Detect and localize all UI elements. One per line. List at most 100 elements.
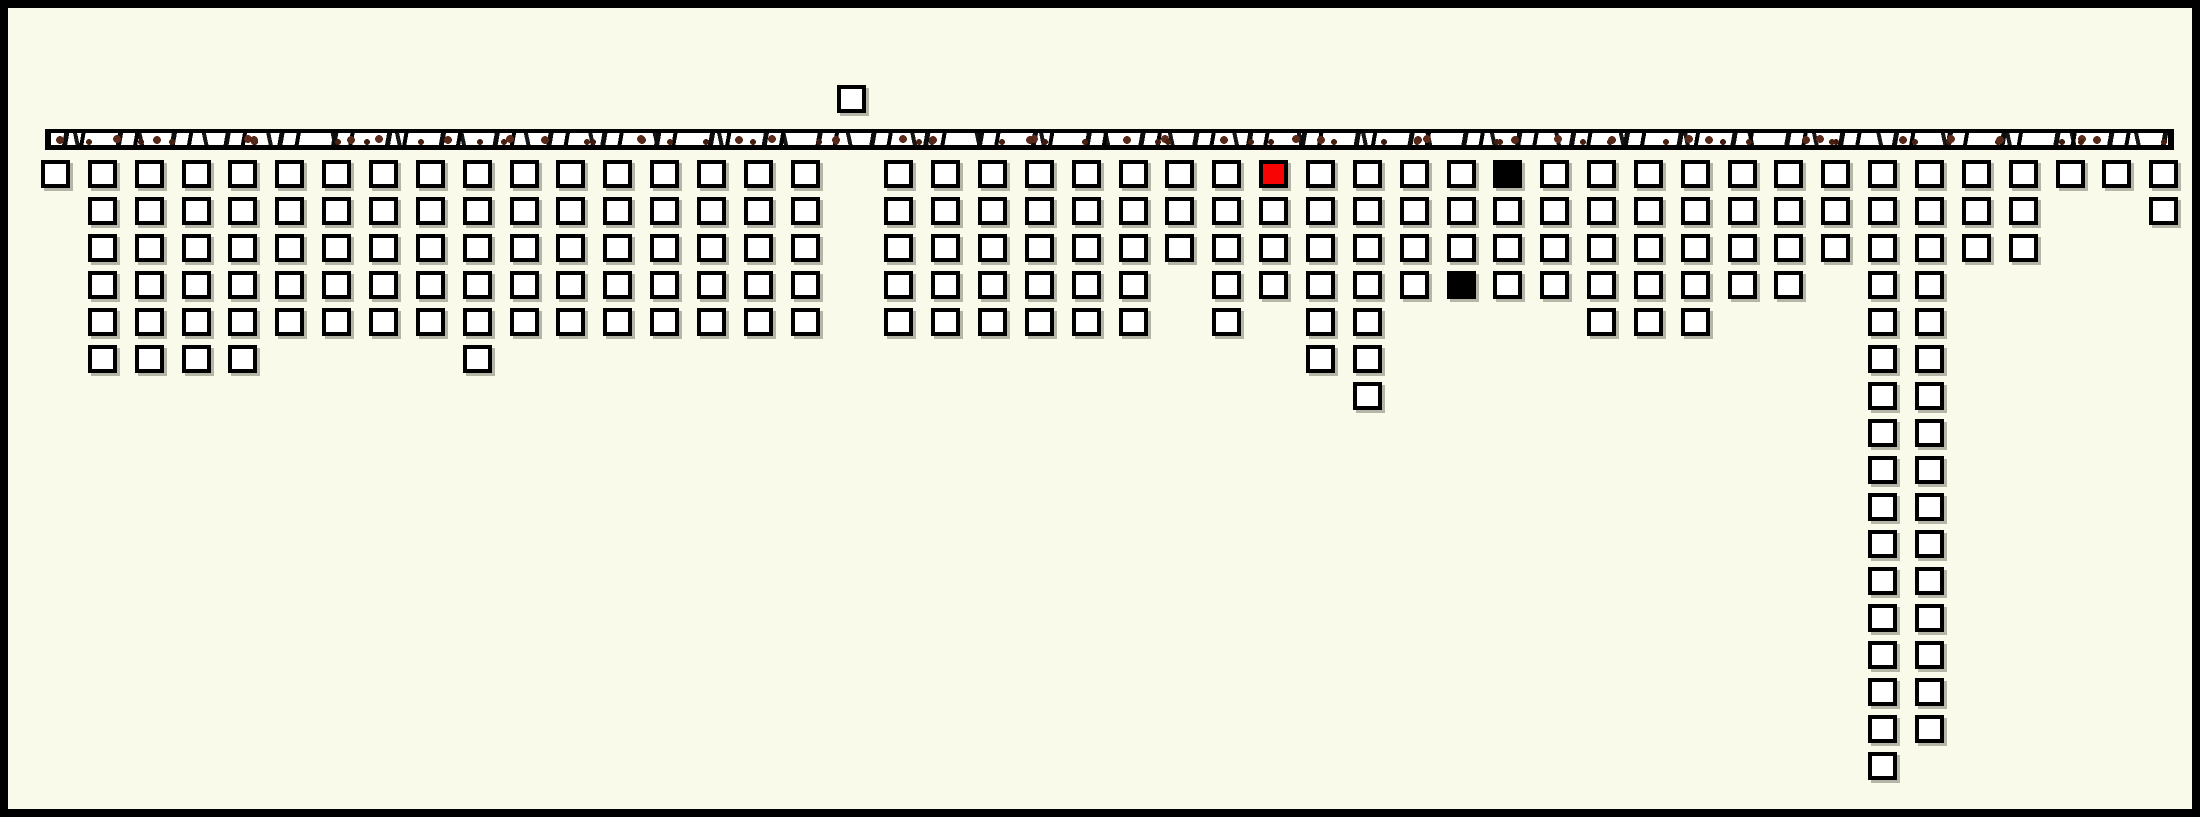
unit-square	[1633, 160, 1663, 188]
unit-square	[1727, 160, 1757, 188]
unit-square	[556, 308, 586, 336]
unit-square	[931, 197, 961, 225]
unit-square	[509, 197, 539, 225]
unit-square	[931, 160, 961, 188]
unit-square	[134, 197, 164, 225]
unit-square	[322, 197, 352, 225]
unit-square	[275, 308, 305, 336]
unit-square	[978, 160, 1007, 188]
unit-square	[1915, 197, 1944, 225]
unit-square	[462, 271, 492, 299]
unit-square	[1446, 197, 1476, 225]
unit-square	[1118, 160, 1148, 188]
unit-square	[1071, 160, 1101, 188]
unit-square	[415, 271, 445, 299]
unit-square	[1493, 271, 1523, 299]
unit-square	[1352, 382, 1382, 410]
unit-square	[1915, 234, 1944, 262]
unit-square	[1587, 271, 1617, 299]
unit-square	[1212, 160, 1242, 188]
unit-square	[650, 271, 680, 299]
black-filled-square	[1446, 271, 1476, 299]
unit-square	[1680, 197, 1710, 225]
unit-square	[603, 308, 633, 336]
unit-square	[1774, 197, 1804, 225]
unit-square	[884, 197, 914, 225]
unit-square	[1165, 197, 1195, 225]
unit-square	[41, 160, 70, 188]
unit-square	[696, 271, 726, 299]
unit-square	[1774, 271, 1804, 299]
unit-square	[181, 308, 211, 336]
unit-square	[790, 160, 820, 188]
unit-square	[1540, 160, 1570, 188]
unit-square	[1118, 308, 1148, 336]
unit-square	[931, 308, 961, 336]
unit-square	[1071, 197, 1101, 225]
unit-square	[1212, 308, 1242, 336]
unit-square	[1868, 308, 1898, 336]
unit-square	[1868, 493, 1898, 521]
unit-square	[1915, 308, 1944, 336]
unit-square	[1493, 234, 1523, 262]
unit-square	[181, 234, 211, 262]
unit-square	[1727, 197, 1757, 225]
unit-square	[509, 160, 539, 188]
unit-square	[1774, 234, 1804, 262]
unit-square	[87, 160, 117, 188]
unit-square	[368, 234, 398, 262]
unit-square	[790, 197, 820, 225]
unit-square	[1633, 271, 1663, 299]
unit-square	[1071, 271, 1101, 299]
unit-square	[87, 308, 117, 336]
unit-square	[1024, 271, 1054, 299]
unit-square	[134, 308, 164, 336]
unit-square	[978, 197, 1007, 225]
unit-square	[181, 160, 211, 188]
unit-square	[228, 234, 258, 262]
unit-square	[1868, 530, 1898, 558]
unit-square	[228, 271, 258, 299]
unit-square	[978, 271, 1007, 299]
unit-square	[1071, 234, 1101, 262]
unit-square	[275, 234, 305, 262]
unit-square	[1165, 160, 1195, 188]
black-filled-square	[1493, 160, 1523, 188]
unit-square	[1352, 271, 1382, 299]
unit-square	[87, 271, 117, 299]
unit-square	[134, 234, 164, 262]
unit-square	[1352, 197, 1382, 225]
unit-square	[978, 308, 1007, 336]
unit-square	[1259, 197, 1289, 225]
unit-square	[556, 160, 586, 188]
unit-square	[1915, 641, 1944, 669]
unit-square	[1915, 382, 1944, 410]
unit-square	[1868, 678, 1898, 706]
unit-square	[790, 271, 820, 299]
unit-square	[1305, 308, 1335, 336]
unit-square	[1305, 160, 1335, 188]
unit-square	[1821, 160, 1851, 188]
unit-square	[415, 197, 445, 225]
unit-square	[1915, 271, 1944, 299]
unit-square	[650, 160, 680, 188]
unit-square	[1868, 567, 1898, 595]
unit-square	[1540, 197, 1570, 225]
unit-square	[322, 308, 352, 336]
unit-square	[1915, 345, 1944, 373]
unit-square	[2008, 197, 2038, 225]
unit-square	[1446, 160, 1476, 188]
unit-square	[2149, 160, 2179, 188]
unit-square	[1587, 197, 1617, 225]
unit-square	[368, 160, 398, 188]
unit-square	[1587, 160, 1617, 188]
unit-square	[275, 160, 305, 188]
unit-square	[228, 345, 258, 373]
unit-square	[650, 308, 680, 336]
unit-square	[1352, 345, 1382, 373]
unit-square	[1727, 234, 1757, 262]
unit-square	[696, 160, 726, 188]
unit-square	[556, 234, 586, 262]
floating-square	[837, 85, 867, 113]
unit-square	[556, 197, 586, 225]
